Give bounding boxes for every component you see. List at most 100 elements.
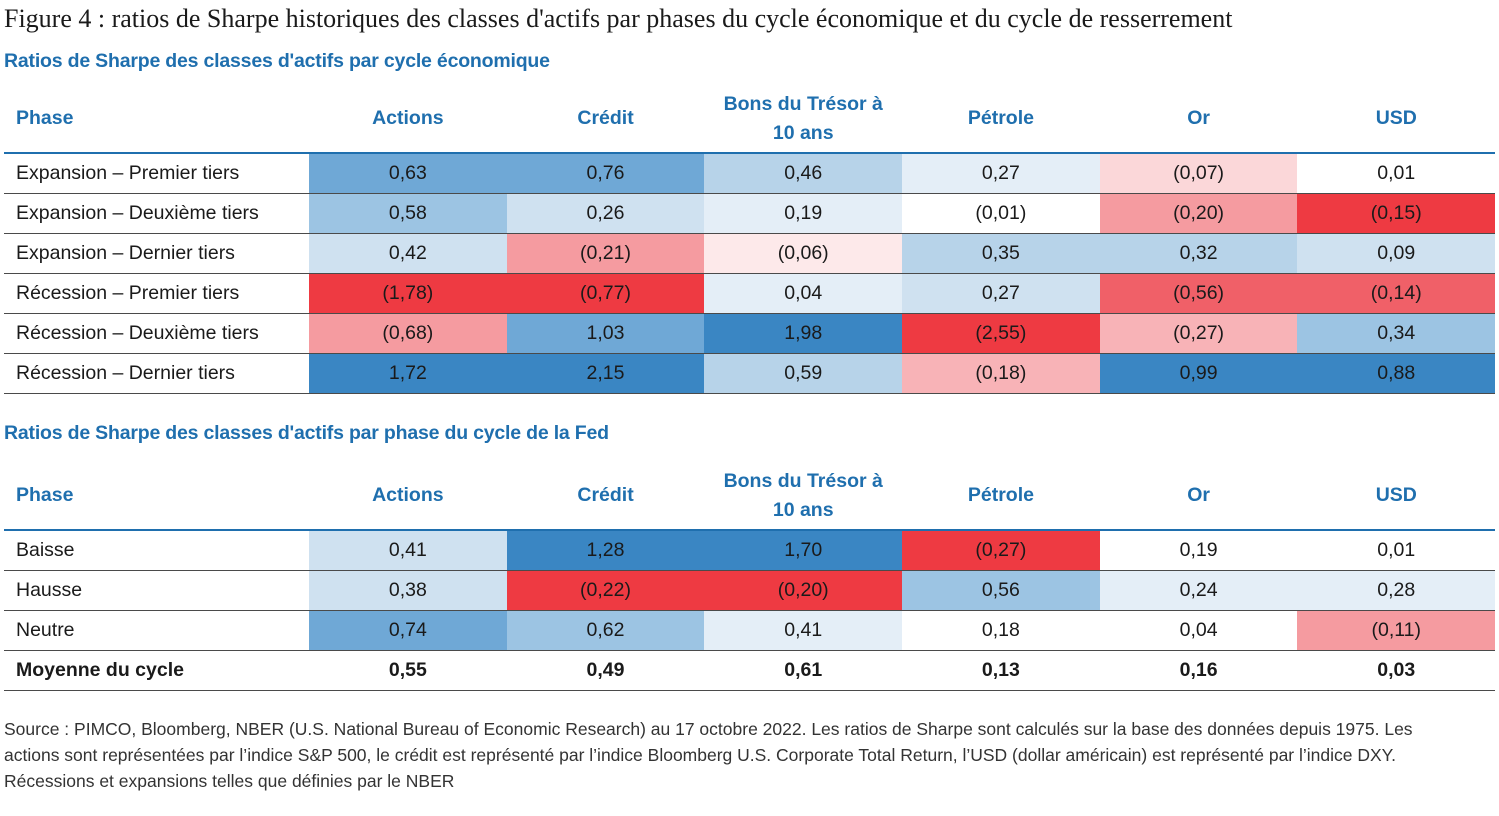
sharpe-ratio-cell: 0,26 — [506, 193, 705, 234]
sharpe-ratio-cell: 1,70 — [704, 530, 903, 571]
sharpe-ratio-cell: (0,27) — [1099, 313, 1298, 354]
row-label: Récession – Dernier tiers — [4, 353, 309, 394]
sharpe-ratio-cell: 1,98 — [704, 313, 903, 354]
sharpe-ratio-cell: 0,46 — [704, 153, 903, 194]
sharpe-ratio-cell: 1,03 — [506, 313, 705, 354]
sharpe-ratio-cell: 0,74 — [309, 610, 507, 651]
sharpe-ratio-cell: 0,88 — [1297, 353, 1496, 394]
row-label: Expansion – Premier tiers — [4, 153, 309, 194]
column-header-usd: USD — [1375, 107, 1417, 129]
column-header-credit: Crédit — [577, 107, 634, 129]
sharpe-ratio-cell: 0,24 — [1099, 570, 1298, 611]
sharpe-ratio-cell: 0,28 — [1297, 570, 1496, 611]
sharpe-ratio-cell: (0,56) — [1099, 273, 1298, 314]
sharpe-ratio-cell: 0,41 — [309, 530, 507, 571]
sharpe-ratio-cell: 0,01 — [1297, 530, 1496, 571]
column-header-gold: Or — [1187, 484, 1210, 506]
row-label: Baisse — [4, 530, 309, 571]
average-row: Moyenne du cycle 0,55 0,49 0,61 0,13 0,16 0,03 — [4, 650, 1496, 691]
row-label: Récession – Deuxième tiers — [4, 313, 309, 354]
column-header-treasury-label: Bons du Trésor à 10 ans — [723, 92, 883, 144]
sharpe-ratio-cell: (1,78) — [309, 273, 507, 314]
sharpe-ratio-cell: 0,63 — [309, 153, 507, 194]
column-header-treasury: Bons du Trésor à 10 ans — [704, 462, 902, 530]
column-header-credit: Crédit — [577, 484, 634, 506]
column-header-treasury-label: Bons du Trésor à 10 ans — [723, 469, 883, 521]
row-label: Hausse — [4, 570, 309, 611]
column-header-actions: Actions — [372, 484, 444, 506]
sharpe-ratio-cell: 0,01 — [1297, 153, 1496, 194]
sharpe-ratio-cell: (0,11) — [1297, 610, 1496, 651]
sharpe-ratio-cell: 0,38 — [309, 570, 507, 611]
table-header-row: Phase Actions Crédit Bons du Trésor à 10… — [4, 462, 1495, 530]
sharpe-ratio-cell: (0,22) — [506, 570, 705, 611]
sharpe-ratio-cell: 0,04 — [1099, 610, 1298, 651]
average-value-cell: 0,13 — [902, 650, 1100, 691]
sharpe-ratio-cell: 0,41 — [704, 610, 903, 651]
sharpe-ratio-cell: 0,27 — [902, 273, 1100, 314]
table-row: Expansion – Premier tiers 0,63 0,76 0,46 0,2… — [4, 153, 1496, 194]
sharpe-ratio-cell: 2,15 — [506, 353, 705, 394]
average-value-cell: 0,49 — [506, 650, 705, 691]
average-value-cell: 0,16 — [1099, 650, 1298, 691]
sharpe-ratio-cell: 0,09 — [1297, 233, 1496, 274]
average-value-cell: 0,03 — [1297, 650, 1496, 691]
column-header-actions: Actions — [372, 107, 444, 129]
column-header-oil: Pétrole — [967, 107, 1034, 129]
column-header-oil: Pétrole — [967, 484, 1034, 506]
table-row: Récession – Premier tiers (1,78) (0,77) 0,0… — [4, 273, 1496, 314]
table-row: Récession – Deuxième tiers (0,68) 1,03 1,98… — [4, 313, 1496, 354]
average-value-cell: 0,61 — [704, 650, 903, 691]
row-label: Neutre — [4, 610, 309, 651]
sharpe-ratio-cell: (0,14) — [1297, 273, 1496, 314]
table-row: Expansion – Dernier tiers 0,42 (0,21) (0,06… — [4, 233, 1496, 274]
sharpe-ratio-cell: (0,15) — [1297, 193, 1496, 234]
section-title-fed-cycle: Ratios de Sharpe des classes d'actifs pa… — [4, 422, 609, 444]
table-row: Hausse 0,38 (0,22) (0,20) 0,56 0,24 0,28 — [4, 570, 1496, 611]
sharpe-ratio-cell: (0,20) — [704, 570, 903, 611]
sharpe-ratio-cell: 0,58 — [309, 193, 507, 234]
sharpe-ratio-cell: (0,27) — [902, 530, 1100, 571]
average-value-cell: 0,55 — [309, 650, 507, 691]
column-header-gold: Or — [1187, 107, 1210, 129]
sharpe-ratio-cell: (0,20) — [1099, 193, 1298, 234]
table-row: Expansion – Deuxième tiers 0,58 0,26 0,19 (0… — [4, 193, 1496, 234]
sharpe-ratio-cell: (0,18) — [902, 353, 1100, 394]
sharpe-ratio-cell: 0,19 — [1099, 530, 1298, 571]
sharpe-ratio-cell: (0,68) — [309, 313, 507, 354]
sharpe-ratio-cell: (0,07) — [1099, 153, 1298, 194]
column-header-phase: Phase — [16, 484, 74, 506]
table-fed-cycle: Phase Actions Crédit Bons du Trésor à 10… — [4, 462, 1496, 691]
sharpe-ratio-cell: 0,32 — [1099, 233, 1298, 274]
figure-title: Figure 4 : ratios de Sharpe historiques … — [4, 4, 1233, 33]
sharpe-ratio-cell: 0,76 — [506, 153, 705, 194]
sharpe-ratio-cell: 0,56 — [902, 570, 1100, 611]
sharpe-ratio-cell: (0,01) — [902, 193, 1100, 234]
table-body-economic-cycle: Expansion – Premier tiers 0,63 0,76 0,46 0,2… — [4, 153, 1496, 394]
sharpe-ratio-cell: 0,18 — [902, 610, 1100, 651]
source-note: Source : PIMCO, Bloomberg, NBER (U.S. Na… — [4, 719, 1413, 791]
column-header-phase: Phase — [16, 107, 74, 129]
sharpe-ratio-cell: 0,59 — [704, 353, 903, 394]
column-header-usd: USD — [1375, 484, 1417, 506]
table-row: Baisse 0,41 1,28 1,70 (0,27) 0,19 0,01 — [4, 530, 1496, 571]
section-title-economic-cycle: Ratios de Sharpe des classes d'actifs pa… — [4, 50, 550, 72]
sharpe-ratio-cell: 0,62 — [506, 610, 705, 651]
table-row: Neutre 0,74 0,62 0,41 0,18 0,04 (0,11) — [4, 610, 1496, 651]
sharpe-ratio-cell: 0,42 — [309, 233, 507, 274]
table-row: Récession – Dernier tiers 1,72 2,15 0,59 (0,… — [4, 353, 1496, 394]
sharpe-ratio-cell: 0,19 — [704, 193, 903, 234]
sharpe-ratio-cell: 0,34 — [1297, 313, 1496, 354]
table-header-row: Phase Actions Crédit Bons du Trésor à 10… — [4, 85, 1495, 153]
column-header-treasury: Bons du Trésor à 10 ans — [704, 85, 902, 153]
sharpe-ratio-cell: 1,72 — [309, 353, 507, 394]
sharpe-ratio-cell: (0,06) — [704, 233, 903, 274]
table-body-fed-cycle: Baisse 0,41 1,28 1,70 (0,27) 0,19 0,01 Hausse 0,… — [4, 530, 1496, 691]
sharpe-ratio-cell: (0,21) — [506, 233, 705, 274]
average-row-label: Moyenne du cycle — [4, 650, 309, 691]
row-label: Récession – Premier tiers — [4, 273, 309, 314]
sharpe-ratio-cell: 1,28 — [506, 530, 705, 571]
table-economic-cycle: Phase Actions Crédit Bons du Trésor à 10… — [4, 85, 1496, 394]
row-label: Expansion – Deuxième tiers — [4, 193, 309, 234]
sharpe-ratio-cell: (0,77) — [506, 273, 705, 314]
